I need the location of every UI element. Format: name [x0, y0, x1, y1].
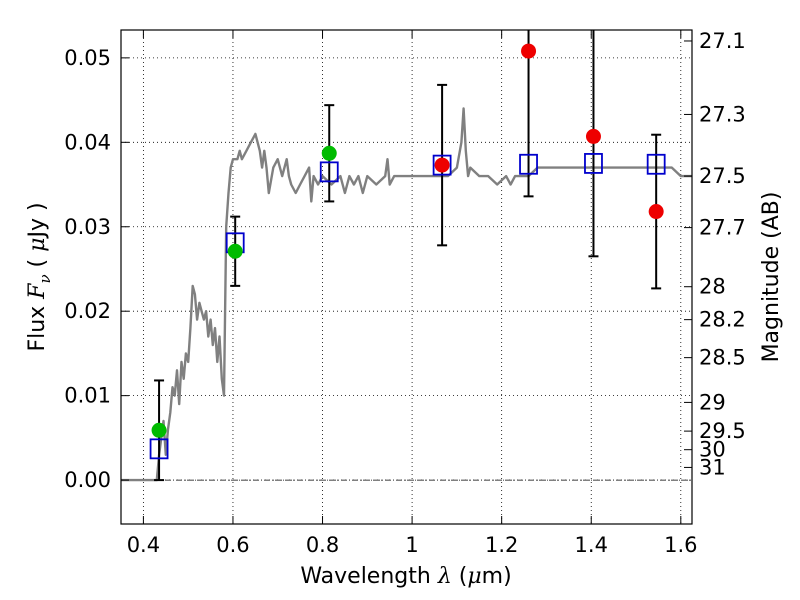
plot-background — [121, 30, 692, 524]
model-box-marker — [432, 154, 452, 176]
y-axis-title: Flux Fν ( μJy ) — [25, 202, 54, 351]
y-tick-label: 0.00 — [64, 468, 111, 492]
model-box-marker — [149, 438, 169, 460]
y2-tick-label: 28 — [699, 275, 726, 299]
y-tick-label: 0.04 — [64, 130, 111, 154]
x-tick-label: 0.8 — [306, 533, 339, 557]
spectrum-line — [121, 107, 692, 482]
model-box-marker — [519, 153, 538, 175]
x-tick-label: 1.2 — [485, 533, 518, 557]
y2-tick-label: 27.7 — [699, 216, 746, 240]
y2-tick-label: 27.1 — [699, 29, 746, 53]
x-tick-label: 1.6 — [664, 533, 697, 557]
x-tick-label: 1 — [405, 533, 418, 557]
x-axis-title: Wavelength λ (μm) — [300, 564, 511, 589]
x-tick-label: 0.4 — [127, 533, 160, 557]
y-tick-label: 0.03 — [64, 215, 111, 239]
green-data-point — [227, 243, 243, 259]
y2-tick-label: 29 — [699, 390, 726, 414]
y2-tick-label: 27.3 — [699, 102, 746, 126]
y-tick-label: 0.05 — [64, 46, 111, 70]
red-data-point — [585, 128, 601, 144]
data-point-layer — [151, 43, 664, 438]
tick-layer: 0.4 0.6 0.8 1 1.2 1.4 1.6 0.00 0.01 0.02 0.03 0.04 0… — [64, 29, 746, 557]
x-tick-label: 1.4 — [575, 533, 608, 557]
y2-tick-label: 28.5 — [699, 346, 746, 370]
y2-tick-label: 30 — [699, 438, 726, 462]
spectrum-layer — [121, 107, 692, 482]
y2-tick-label: 29.5 — [699, 419, 746, 443]
plot-frame — [120, 29, 693, 525]
x-tick-label: 0.6 — [216, 533, 249, 557]
model-box-layer — [149, 153, 666, 460]
y2-tick-label: 27.5 — [699, 164, 746, 188]
red-data-point — [434, 157, 450, 173]
y2-axis-title: Magnitude (AB) — [759, 192, 784, 363]
y-tick-label: 0.02 — [64, 299, 111, 323]
green-data-point — [321, 145, 337, 161]
y-tick-label: 0.01 — [64, 384, 111, 408]
green-data-point — [151, 422, 167, 438]
y2-tick-label: 31 — [699, 455, 726, 479]
y2-tick-label: 28.2 — [699, 308, 746, 332]
red-data-point — [648, 204, 664, 220]
model-box-marker — [646, 153, 666, 175]
model-box-marker — [584, 153, 603, 174]
model-box-marker — [319, 161, 339, 183]
red-data-point — [521, 43, 537, 59]
